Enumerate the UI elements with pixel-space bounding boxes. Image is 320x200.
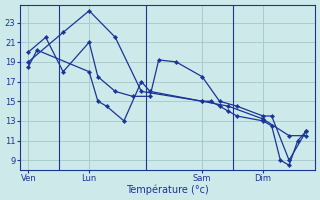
X-axis label: Température (°c): Température (°c)	[126, 185, 209, 195]
